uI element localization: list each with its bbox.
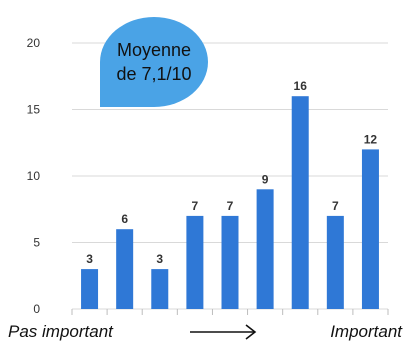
- y-tick-label: 10: [27, 169, 41, 183]
- bar-chart: 0 5 10 15 20 3 6 3 7 7 9 16 7 12: [27, 36, 389, 316]
- scale-low-label: Pas important: [8, 322, 113, 341]
- data-label: 9: [262, 172, 269, 186]
- scale-high-label: Important: [330, 322, 402, 341]
- bar: [186, 215, 204, 309]
- data-label: 7: [227, 199, 234, 213]
- average-badge: Moyenne de 7,1/10: [100, 17, 208, 107]
- y-tick-label: 15: [27, 103, 41, 117]
- right-arrow-icon: [190, 324, 257, 340]
- data-label: 16: [294, 79, 308, 93]
- data-label: 3: [86, 252, 93, 266]
- bar: [361, 149, 379, 309]
- data-label: 7: [332, 199, 339, 213]
- bar: [326, 215, 344, 309]
- bar: [116, 229, 134, 309]
- bar: [291, 96, 309, 309]
- badge-line-2: de 7,1/10: [116, 64, 192, 84]
- y-tick-label: 20: [27, 36, 41, 50]
- y-tick-label: 0: [33, 302, 40, 316]
- data-label: 12: [364, 132, 378, 146]
- bar: [151, 269, 169, 309]
- bar: [256, 189, 274, 309]
- bar: [221, 215, 239, 309]
- y-tick-label: 5: [33, 236, 40, 250]
- bar: [81, 269, 99, 309]
- data-label: 7: [192, 199, 199, 213]
- badge-line-1: Moyenne: [116, 40, 192, 60]
- data-label: 6: [121, 212, 128, 226]
- data-label: 3: [156, 252, 163, 266]
